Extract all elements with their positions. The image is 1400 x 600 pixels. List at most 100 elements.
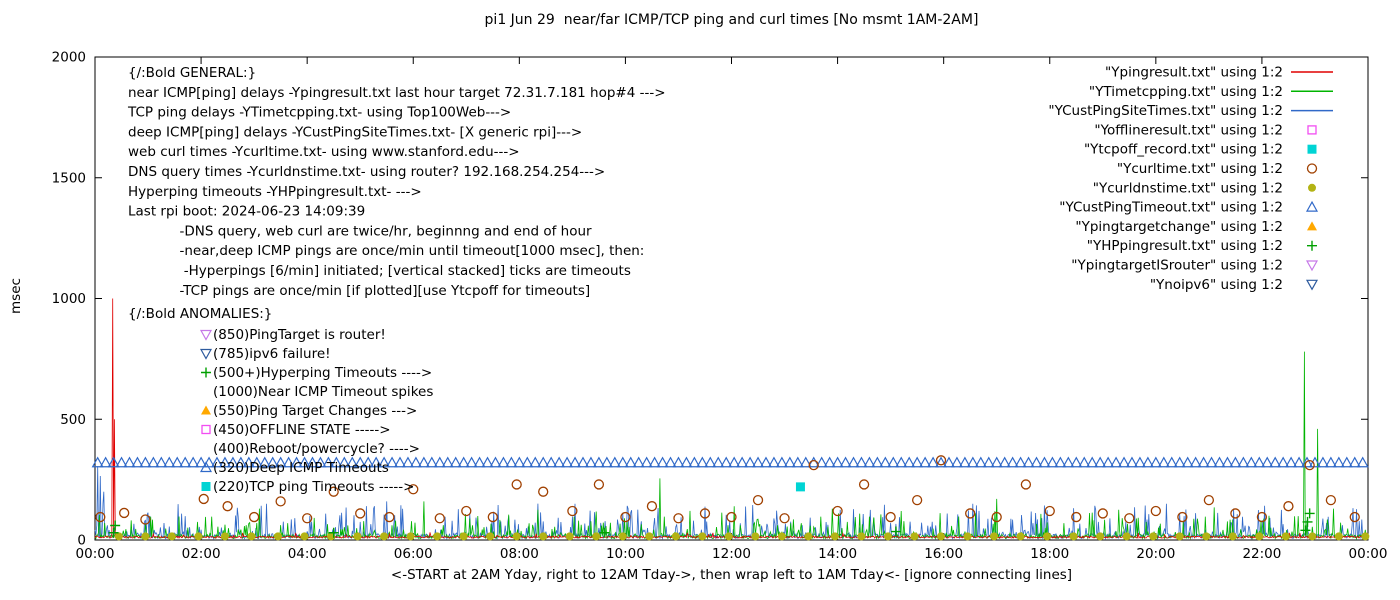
ycurltime-marker xyxy=(808,459,819,471)
ycurltime-marker xyxy=(752,495,764,506)
anomalies-header: {/:Bold ANOMALIES:} xyxy=(128,306,272,322)
ycurldnstime-marker xyxy=(1255,532,1264,541)
ycustpingtimeout-marker xyxy=(950,456,963,468)
ycustpingtimeout-marker xyxy=(1308,456,1321,468)
series-ycustpingtimeout xyxy=(91,456,1369,468)
legend-sample-square-filled xyxy=(1307,144,1317,154)
y-tick-label: 2000 xyxy=(52,50,86,66)
ycurldnstime-marker xyxy=(1069,532,1078,541)
ycurltime-marker xyxy=(1044,505,1055,517)
ycustpingtimeout-marker xyxy=(386,456,399,468)
ycurldnstime-marker xyxy=(751,532,760,541)
y-axis-label: msec xyxy=(8,278,24,314)
ycustpingtimeout-marker xyxy=(839,456,852,468)
ycustpingtimeout-marker xyxy=(879,456,892,468)
ycurldnstime-marker xyxy=(512,532,521,541)
legend-sample-triangle-up-open xyxy=(1305,200,1319,212)
ycustpingtimeout-marker xyxy=(1086,456,1099,468)
legend-sample-triangle-down-open xyxy=(1305,279,1319,291)
ycustpingtimeout-marker xyxy=(226,456,239,468)
ycustpingtimeout-marker xyxy=(1070,456,1083,468)
ycurltime-marker xyxy=(355,508,366,519)
ycustpingtimeout-marker xyxy=(672,456,685,468)
legend-label: "Ynoipv6" using 1:2 xyxy=(1150,277,1283,293)
ycustpingtimeout-marker xyxy=(1102,456,1115,468)
x-tick-label: 06:00 xyxy=(394,546,433,562)
anomaly-triangle-down-open xyxy=(199,348,213,360)
ycurldnstime-marker xyxy=(1281,532,1290,541)
ycurltime-marker xyxy=(119,507,130,519)
ycurltime-marker xyxy=(620,511,631,523)
ycustpingtimeout-marker xyxy=(425,456,438,468)
ycustpingtimeout-marker xyxy=(545,456,558,468)
ycustpingtimeout-marker xyxy=(1285,456,1298,468)
ycustpingtimeout-marker xyxy=(958,456,971,468)
legend-label: "Ypingresult.txt" using 1:2 xyxy=(1105,65,1283,81)
series-ytcpoff_record xyxy=(795,482,805,492)
ycustpingtimeout-marker xyxy=(107,456,120,468)
ycurltime-marker xyxy=(248,511,260,523)
ycustpingtimeout-marker xyxy=(767,456,780,468)
ycustpingtimeout-marker xyxy=(576,456,590,468)
ycurltime-marker xyxy=(911,495,923,506)
ycurldnstime-marker xyxy=(804,532,813,541)
x-tick-label: 16:00 xyxy=(924,546,963,562)
ycustpingtimeout-marker xyxy=(887,456,900,468)
ycustpingtimeout-marker xyxy=(155,456,168,468)
ycustpingtimeout-marker xyxy=(330,456,343,468)
x-tick-label: 12:00 xyxy=(712,546,751,562)
ycustpingtimeout-marker xyxy=(775,456,788,468)
anomaly-triangle-down-open xyxy=(199,329,213,341)
ycustpingtimeout-marker xyxy=(131,456,144,468)
ycustpingtimeout-marker xyxy=(696,456,709,468)
ycustpingtimeout-marker xyxy=(744,456,757,468)
anomaly-line: (1000)Near ICMP Timeout spikes xyxy=(213,384,433,400)
ycurldnstime-marker xyxy=(353,532,362,541)
legend: "Ypingresult.txt" using 1:2 "YTimetcpping… xyxy=(1048,65,1333,293)
ycustpingtimeout-marker xyxy=(1054,456,1067,468)
general-text: {/:Bold GENERAL:} near ICMP[ping] delays … xyxy=(127,65,666,299)
ycustpingtimeout-marker xyxy=(1189,456,1202,468)
ycurldnstime-marker xyxy=(1096,532,1105,541)
series-ycustpingsitetimes xyxy=(94,466,1369,540)
general-line: DNS query times -Ycurldnstime.txt- using… xyxy=(128,164,605,180)
ycurldnstime-marker xyxy=(1043,532,1052,541)
ycustpingtimeout-marker xyxy=(234,456,247,468)
yhppingresult-marker xyxy=(110,520,121,531)
ycustpingtimeout-marker xyxy=(346,456,359,468)
anomaly-line: (550)Ping Target Changes ---> xyxy=(213,403,417,419)
ycustpingtimeout-marker xyxy=(1110,456,1123,468)
ycustpingtimeout-marker xyxy=(584,456,597,468)
ycustpingtimeout-marker xyxy=(306,456,319,468)
yhppingresult-marker xyxy=(599,527,610,538)
ycurldnstime-marker xyxy=(618,532,627,541)
ycustpingtimeout-marker xyxy=(401,456,414,468)
ycustpingtimeout-marker xyxy=(855,456,868,468)
ycustpingtimeout-marker xyxy=(1253,456,1266,468)
yhppingresult-marker xyxy=(108,527,119,538)
ycustpingtimeout-marker xyxy=(648,456,661,468)
legend-sample-triangle-up-filled xyxy=(1307,221,1317,231)
ycustpingtimeout-marker xyxy=(322,456,335,468)
ycurltime-marker xyxy=(461,505,472,517)
legend-label: "Yofflineresult.txt" using 1:2 xyxy=(1094,122,1283,138)
ycurltime-marker xyxy=(1304,459,1315,471)
ycurldnstime-marker xyxy=(220,532,229,541)
ycurldnstime-marker xyxy=(1308,532,1317,541)
anomaly-square-open xyxy=(201,424,211,435)
ycustpingtimeout-marker xyxy=(314,456,327,468)
ycurltime-marker xyxy=(832,505,843,517)
x-tick-label: 02:00 xyxy=(182,546,221,562)
ycurldnstime-marker xyxy=(963,532,972,541)
ycurltime-marker xyxy=(726,511,737,523)
ycustpingtimeout-marker xyxy=(1340,456,1353,468)
series-yhppingresult xyxy=(108,508,1315,538)
legend-label: "Ytcpoff_record.txt" using 1:2 xyxy=(1084,142,1283,158)
ycurldnstime-marker xyxy=(194,532,203,541)
ycustpingtimeout-marker xyxy=(592,456,605,468)
ycurltime-marker xyxy=(95,511,106,523)
ycurldnstime-marker xyxy=(698,532,707,541)
ycustpingtimeout-marker xyxy=(1356,456,1369,468)
ycustpingtimeout-marker xyxy=(187,456,200,468)
